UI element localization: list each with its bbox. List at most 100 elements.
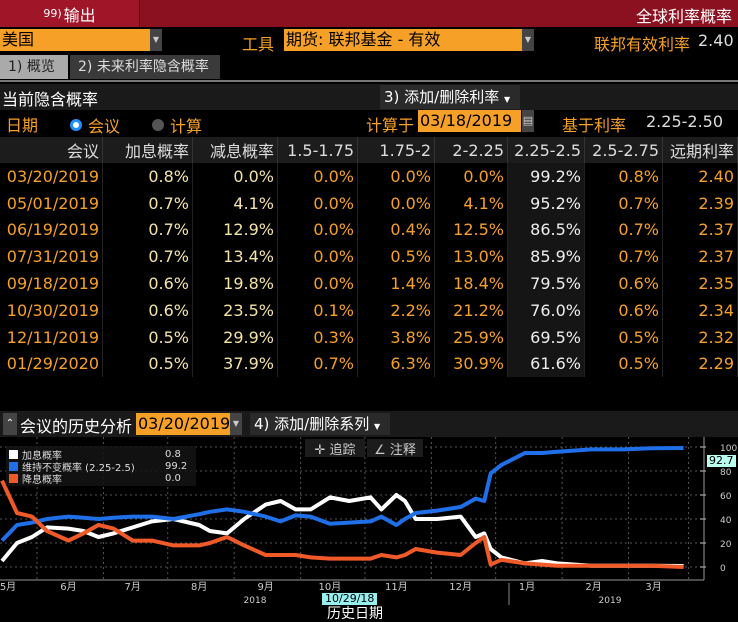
x-tick-label: 7月: [125, 581, 141, 593]
table-cell: 0.5%: [585, 323, 663, 351]
table-cell: 99.2%: [508, 163, 585, 190]
table-cell: 4.1%: [193, 189, 278, 217]
column-header[interactable]: 会议: [0, 137, 103, 163]
radio-calc[interactable]: 计算: [152, 113, 202, 137]
export-number: 99): [43, 7, 62, 20]
radio-meeting[interactable]: 会议: [70, 113, 120, 137]
radio-meeting-label: 会议: [88, 117, 121, 136]
calc-on-label: 计算于: [366, 116, 415, 135]
country-dropdown[interactable]: 美国: [0, 29, 150, 51]
annotate-button[interactable]: ∠ 注释: [367, 439, 423, 458]
crosshair-date-label: 10/29/18: [322, 593, 378, 605]
chevron-down-icon[interactable]: ▼: [150, 29, 162, 51]
table-cell: 25.9%: [435, 323, 508, 351]
legend-item[interactable]: 维持不变概率 (2.25-2.5) 99.2: [9, 460, 193, 474]
table-cell: 07/31/2019: [0, 243, 103, 271]
table-row[interactable]: 12/11/2019 0.5% 29.9% 0.3% 3.8% 25.9% 69.5% 0.5…: [0, 323, 738, 351]
column-header[interactable]: 1.75-2: [358, 137, 435, 163]
table-cell: 0.0%: [278, 270, 358, 297]
chevron-down-icon: ▼: [504, 95, 511, 104]
table-cell: 3.8%: [358, 323, 435, 351]
meeting-date-dropdown[interactable]: 03/20/2019: [136, 413, 230, 435]
column-header[interactable]: 2.5-2.75: [585, 137, 663, 163]
legend-name: 降息概率: [22, 474, 62, 486]
instrument-dropdown[interactable]: 期货: 联邦基金 - 有效: [284, 29, 522, 51]
table-cell: 0.0%: [193, 163, 278, 190]
table-cell: 0.6%: [103, 270, 193, 297]
x-tick-label: 2月: [585, 581, 601, 593]
table-cell: 06/19/2019: [0, 216, 103, 244]
add-remove-series-button[interactable]: 4) 添加/删除系列 ▼: [250, 413, 390, 435]
column-header[interactable]: 2-2.25: [435, 137, 508, 163]
legend-name: 加息概率: [22, 450, 62, 462]
table-cell: 0.7%: [103, 243, 193, 271]
legend-item[interactable]: 加息概率 0.8: [9, 448, 193, 462]
chart-legend: 加息概率 0.8 维持不变概率 (2.25-2.5) 99.2 降息概率 0.0: [6, 446, 196, 486]
table-cell: 01/29/2020: [0, 350, 103, 378]
x-tick-label: 12月: [449, 581, 472, 593]
table-cell: 69.5%: [508, 323, 585, 351]
calendar-icon[interactable]: ▤: [522, 110, 534, 132]
series-line: [0, 493, 684, 569]
table-row[interactable]: 10/30/2019 0.6% 23.5% 0.1% 2.2% 21.2% 76.0% 0.6…: [0, 297, 738, 324]
last-value-label: 92.7: [707, 454, 736, 467]
fed-rate-label: 联邦有效利率: [594, 35, 691, 54]
based-on-label: 基于利率: [562, 116, 627, 135]
table-row[interactable]: 09/18/2019 0.6% 19.8% 0.0% 1.4% 18.4% 79.5% 0.6…: [0, 270, 738, 297]
table-cell: 0.4%: [358, 216, 435, 244]
chevron-down-icon[interactable]: ▼: [522, 29, 534, 51]
legend-value: 0.8: [165, 448, 181, 460]
table-cell: 21.2%: [435, 297, 508, 324]
table-cell: 0.5%: [103, 323, 193, 351]
export-button[interactable]: 99) 输出: [0, 0, 140, 27]
app-title: 全球利率概率: [635, 7, 732, 26]
chevron-down-icon[interactable]: ▼: [230, 413, 242, 435]
column-header[interactable]: 减息概率: [193, 137, 278, 163]
table-row[interactable]: 07/31/2019 0.7% 13.4% 0.0% 0.5% 13.0% 85.9% 0.7…: [0, 243, 738, 271]
track-button[interactable]: ✛ 追踪: [305, 439, 365, 458]
radio-calc-label: 计算: [170, 117, 203, 136]
table-cell: 13.4%: [193, 243, 278, 271]
table-cell: 2.39: [663, 189, 738, 217]
table-cell: 12.5%: [435, 216, 508, 244]
table-cell: 2.40: [663, 163, 738, 190]
table-cell: 12/11/2019: [0, 323, 103, 351]
table-cell: 0.7%: [585, 189, 663, 217]
tab-overview[interactable]: 1) 概览: [0, 55, 68, 79]
column-header[interactable]: 1.5-1.75: [278, 137, 358, 163]
collapse-icon[interactable]: ⌃: [3, 413, 17, 435]
table-row[interactable]: 05/01/2019 0.7% 4.1% 0.0% 0.0% 4.1% 95.2% 0.7% 2…: [0, 189, 738, 217]
table-cell: 0.0%: [278, 189, 358, 217]
table-row[interactable]: 03/20/2019 0.8% 0.0% 0.0% 0.0% 0.0% 99.2% 0.8% 2…: [0, 163, 738, 190]
calc-date-input[interactable]: 03/18/2019: [418, 110, 521, 132]
x-tick-label: 3月: [645, 581, 661, 593]
table-cell: 09/18/2019: [0, 270, 103, 297]
table-cell: 0.8%: [585, 163, 663, 190]
table-cell: 05/01/2019: [0, 189, 103, 217]
legend-item[interactable]: 降息概率 0.0: [9, 472, 193, 486]
table-cell: 2.29: [663, 350, 738, 378]
table-cell: 0.7%: [103, 216, 193, 244]
table-cell: 2.34: [663, 297, 738, 324]
column-header[interactable]: 远期利率: [663, 137, 738, 163]
y-tick-label: 20: [720, 540, 732, 550]
table-cell: 0.0%: [278, 216, 358, 244]
table-cell: 0.0%: [358, 189, 435, 217]
radio-unselected-icon: [152, 119, 164, 131]
table-cell: 2.37: [663, 243, 738, 271]
table-cell: 0.0%: [358, 163, 435, 190]
table-row[interactable]: 06/19/2019 0.7% 12.9% 0.0% 0.4% 12.5% 86.5% 0.7…: [0, 216, 738, 244]
fed-rate-value: 2.40: [698, 31, 734, 50]
table-header: 会议 加息概率 减息概率 1.5-1.75 1.75-2 2-2.25 2.25-2.5 2.…: [0, 137, 738, 163]
table-cell: 0.1%: [278, 297, 358, 324]
tab-future-rate-probability[interactable]: 2) 未来利率隐含概率: [70, 55, 220, 79]
column-header[interactable]: 2.25-2.5: [508, 137, 585, 163]
history-title: 会议的历史分析: [20, 417, 133, 436]
table-row[interactable]: 01/29/2020 0.5% 37.9% 0.7% 6.3% 30.9% 61.6% 0.5…: [0, 350, 738, 378]
export-label: 输出: [63, 5, 96, 25]
add-remove-rates-button[interactable]: 3) 添加/删除利率 ▼: [380, 85, 520, 109]
table-cell: 0.6%: [103, 297, 193, 324]
table-cell: 0.0%: [278, 243, 358, 271]
table-cell: 0.8%: [103, 163, 193, 190]
column-header[interactable]: 加息概率: [103, 137, 193, 163]
